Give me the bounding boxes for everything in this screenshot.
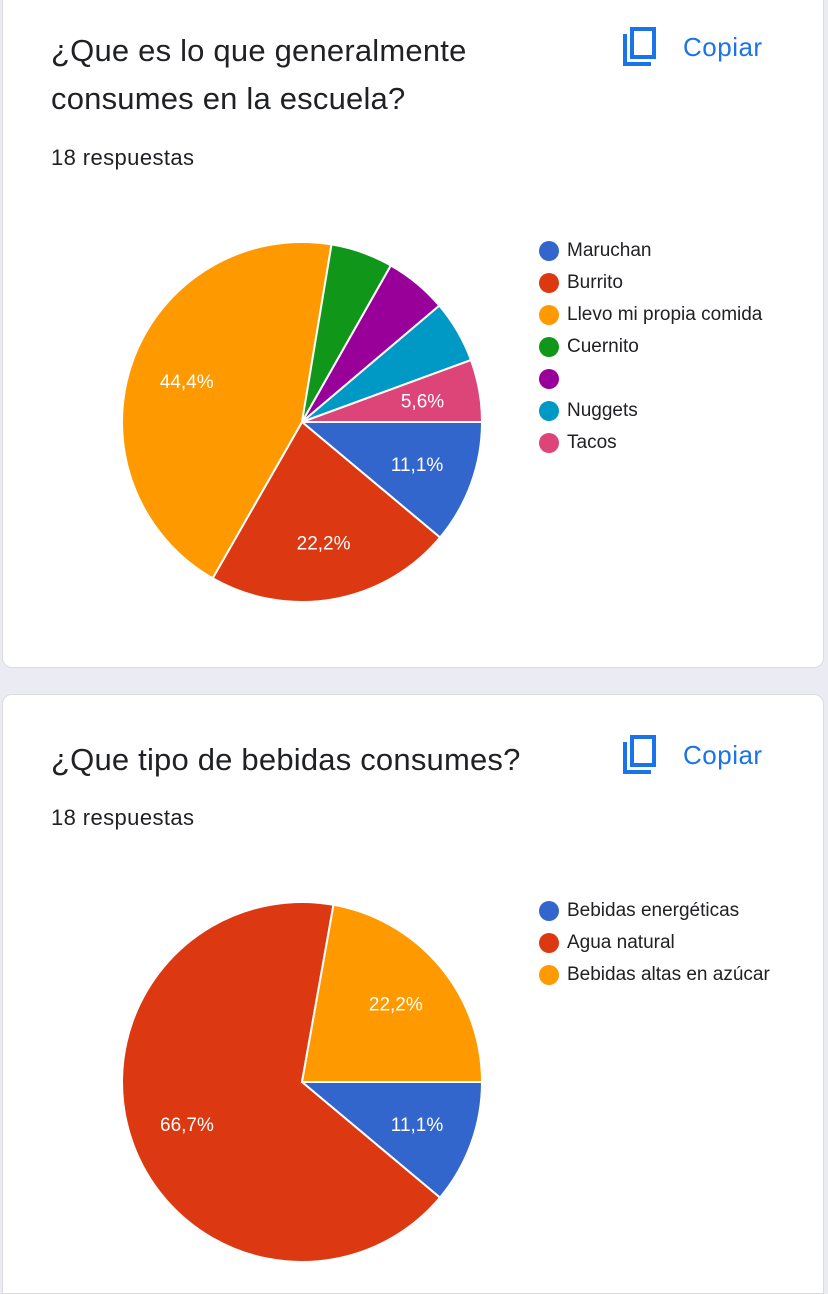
legend-swatch (539, 369, 559, 389)
legend-item-bebidas-altas-en-azucar: Bebidas altas en azúcar (539, 962, 789, 988)
legend-item-unnamed (539, 366, 789, 392)
question-title: ¿Que tipo de bebidas consumes? (51, 736, 521, 784)
legend-swatch (539, 401, 559, 421)
legend-swatch (539, 933, 559, 953)
legend-label: Burrito (567, 272, 623, 293)
legend-label: Maruchan (567, 240, 652, 261)
pie-slice-label: 22,2% (369, 994, 423, 1015)
pie-chart-food: 11,1% 22,2% 44,4% 5,6% (121, 241, 484, 603)
legend-label: Agua natural (567, 932, 675, 953)
response-count: 18 respuestas (51, 805, 195, 830)
copy-icon (623, 735, 656, 774)
legend-swatch (539, 901, 559, 921)
legend-swatch (539, 433, 559, 453)
question-title: ¿Que es lo que generalmente consumes en … (51, 27, 467, 123)
legend-swatch (539, 305, 559, 325)
question-card-food: ¿Que es lo que generalmente consumes en … (2, 0, 824, 668)
pie-slice-label: 11,1% (391, 1115, 444, 1136)
pie-chart-drinks: 11,1% 66,7% 22,2% (121, 901, 484, 1263)
legend-label: Bebidas energéticas (567, 900, 740, 921)
legend-swatch (539, 273, 559, 293)
legend-item-cuernito: Cuernito (539, 334, 789, 360)
legend-item-llevo-mi-propia-comida: Llevo mi propia comida (539, 302, 789, 328)
pie-slice-label: 5,6% (401, 392, 444, 413)
pie-slice-bebidas-energeticas (299, 1081, 484, 1200)
legend-swatch (539, 965, 559, 985)
question-title-line2: consumes en la escuela? (51, 81, 406, 116)
legend-item-agua-natural: Agua natural (539, 930, 789, 956)
pie-slice-llevo-mi-propia-comida (121, 241, 333, 580)
copy-button[interactable]: Copiar (621, 732, 763, 778)
copy-label: Copiar (683, 31, 763, 62)
chart-legend: Bebidas energéticas Agua natural Bebidas a… (539, 898, 789, 994)
pie-slice-agua-natural (121, 901, 442, 1263)
legend-label: Tacos (567, 432, 617, 453)
legend-item-maruchan: Maruchan (539, 238, 789, 264)
legend-label: Bebidas altas en azúcar (567, 964, 770, 985)
legend-item-tacos: Tacos (539, 430, 789, 456)
pie-slice-label: 44,4% (160, 372, 214, 393)
legend-item-bebidas-energeticas: Bebidas energéticas (539, 898, 789, 924)
question-title-line1: ¿Que es lo que generalmente (51, 33, 467, 68)
pie-slice-label: 22,2% (297, 533, 351, 554)
copy-label: Copiar (683, 739, 763, 770)
legend-label: Cuernito (567, 336, 639, 357)
legend-swatch (539, 337, 559, 357)
question-title-line1: ¿Que tipo de bebidas consumes? (51, 742, 521, 777)
pie-slice-maruchan (299, 421, 484, 539)
copy-icon (623, 27, 656, 66)
legend-item-nuggets: Nuggets (539, 398, 789, 424)
response-count: 18 respuestas (51, 145, 195, 170)
pie-slice-tacos (301, 358, 484, 423)
pie-slice-label: 66,7% (160, 1115, 214, 1136)
chart-legend: Maruchan Burrito Llevo mi propia comida Cue… (539, 238, 789, 462)
legend-label: Nuggets (567, 400, 638, 421)
legend-item-burrito: Burrito (539, 270, 789, 296)
legend-label: Llevo mi propia comida (567, 304, 763, 325)
legend-swatch (539, 241, 559, 261)
question-card-drinks: ¿Que tipo de bebidas consumes? Copiar 18… (2, 694, 824, 1294)
pie-slice-burrito (211, 420, 442, 603)
pie-slice-bebidas-altas-en-azucar (300, 903, 484, 1083)
pie-slice-label: 11,1% (391, 455, 444, 476)
copy-button[interactable]: Copiar (621, 24, 763, 70)
